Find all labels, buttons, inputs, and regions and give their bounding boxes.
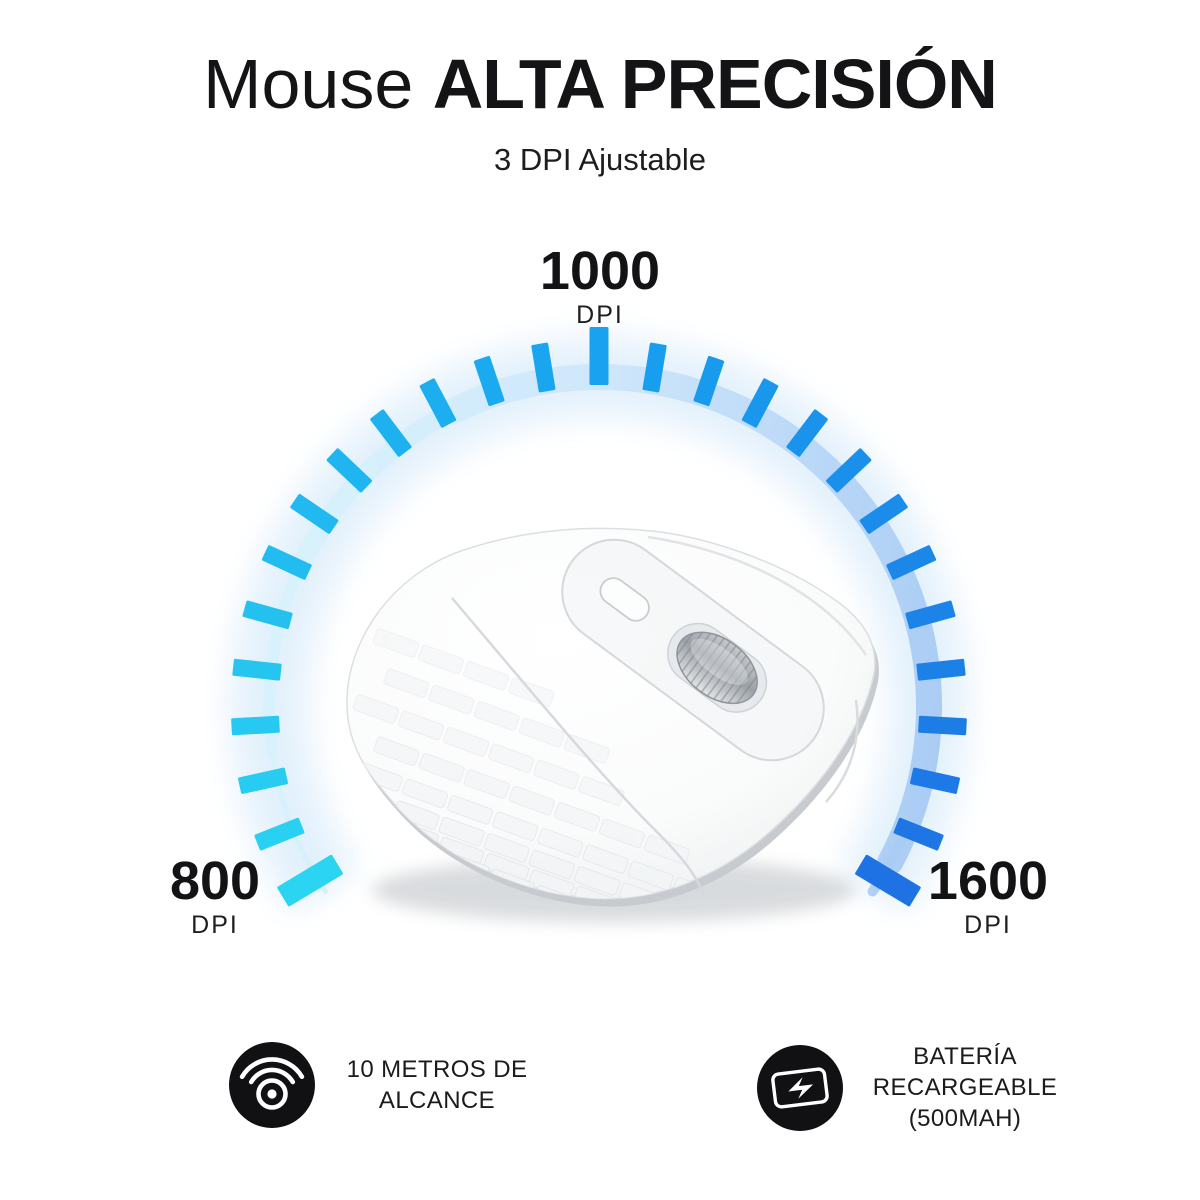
mouse-photo <box>346 527 879 922</box>
gauge-tick <box>326 448 372 493</box>
dpi-value: 800 <box>169 851 261 911</box>
gauge-tick <box>642 342 667 393</box>
gauge-tick <box>741 378 779 428</box>
feature-text-battery: BATERÍA RECARGEABLE (500MAH) <box>870 1041 1060 1134</box>
gauge-tick <box>893 817 944 851</box>
dpi-button[interactable] <box>595 573 654 626</box>
feature-wireless-range: 10 METROS DE ALCANCE <box>228 1041 532 1129</box>
gauge-tick <box>254 817 305 851</box>
dpi-unit: DPI <box>964 911 1012 939</box>
gauge-tick <box>261 545 312 580</box>
feature-battery: BATERÍA RECARGEABLE (500MAH) <box>756 1041 1060 1134</box>
gauge-tick <box>290 493 339 534</box>
gauge-tick <box>370 409 412 457</box>
feature-line: (500MAH) <box>908 1105 1022 1132</box>
gauge-label-1000: 1000 DPI <box>500 244 700 329</box>
scroll-wheel[interactable] <box>663 617 771 719</box>
wheel-ribs <box>666 619 766 715</box>
feature-text-wireless: 10 METROS DE ALCANCE <box>342 1054 532 1116</box>
gauge-tick <box>693 355 725 407</box>
gauge-tick <box>910 767 960 794</box>
gauge-tick <box>231 715 280 736</box>
battery-charging-icon <box>757 1044 843 1131</box>
gauge-tick <box>589 327 609 385</box>
feature-line: ALCANCE <box>378 1087 496 1114</box>
gauge-tick <box>855 854 921 907</box>
gauge-tick <box>886 545 937 580</box>
dpi-value: 1600 <box>927 851 1049 911</box>
gauge-tick <box>277 854 343 907</box>
wireless-signal-icon <box>229 1042 315 1128</box>
gauge-tick <box>905 600 956 630</box>
title-emphasis: ALTA PRECISIÓN <box>432 45 998 123</box>
page-subtitle: 3 DPI Ajustable <box>494 142 706 177</box>
dpi-unit: DPI <box>576 301 624 329</box>
gauge-tick <box>242 600 293 630</box>
gauge-tick <box>232 658 282 681</box>
page-title: Mouse ALTA PRECISIÓN <box>0 44 1200 124</box>
gauge-tick <box>786 409 828 457</box>
gauge-tick <box>238 767 288 794</box>
feature-line: BATERÍA <box>913 1043 1017 1070</box>
gauge-tick <box>419 378 457 428</box>
gauge-label-1600: 1600 DPI <box>888 854 1088 939</box>
header: Mouse ALTA PRECISIÓN 3 DPI Ajustable <box>0 44 1200 178</box>
gauge-tick <box>916 658 966 681</box>
gauge-tick <box>918 715 967 736</box>
gauge-tick <box>473 355 505 407</box>
dpi-unit: DPI <box>191 911 239 939</box>
title-regular: Mouse <box>203 45 414 123</box>
dpi-value: 1000 <box>539 241 661 301</box>
gauge-tick <box>531 342 556 393</box>
gauge-tick <box>859 493 908 534</box>
gauge-tick <box>826 448 872 493</box>
gauge-ticks <box>231 327 967 907</box>
shell-seams <box>451 535 868 897</box>
feature-line: 10 METROS DE <box>346 1056 528 1083</box>
feature-line: RECARGEABLE <box>872 1074 1058 1101</box>
gauge-label-800: 800 DPI <box>115 854 315 939</box>
